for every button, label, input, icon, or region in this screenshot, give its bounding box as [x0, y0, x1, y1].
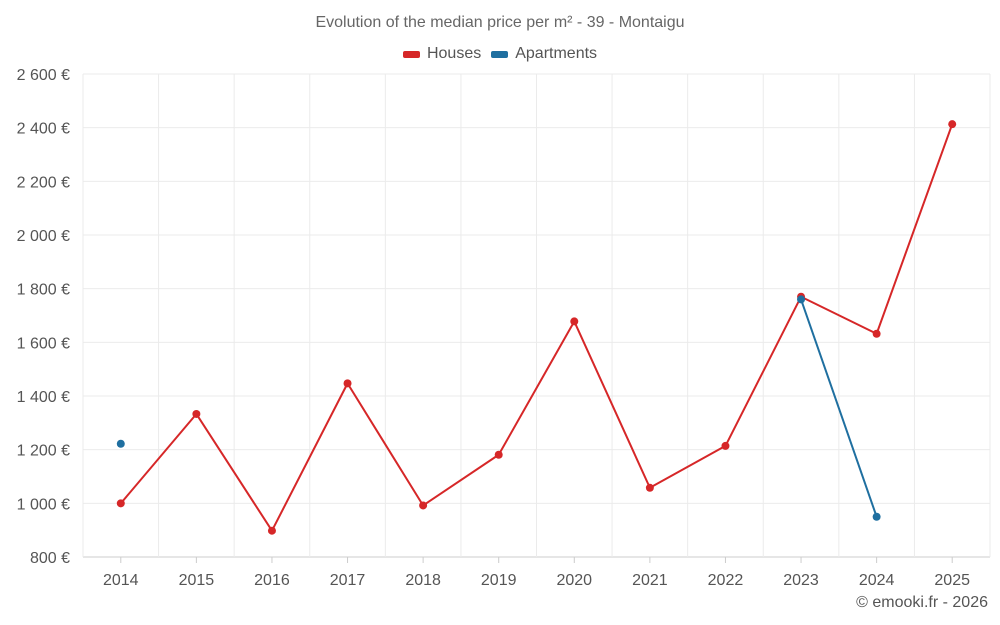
- data-point-houses: [343, 379, 352, 388]
- data-point-houses: [645, 483, 654, 492]
- x-tick-label: 2021: [632, 572, 668, 589]
- x-tick-label: 2014: [103, 572, 139, 589]
- data-point-apartments: [797, 295, 806, 304]
- data-point-houses: [116, 499, 125, 508]
- x-tick-label: 2019: [481, 572, 517, 589]
- y-tick-label: 2 000 €: [17, 228, 70, 245]
- x-tick-label: 2018: [405, 572, 441, 589]
- y-tick-label: 2 600 €: [17, 67, 70, 84]
- x-tick-label: 2015: [179, 572, 215, 589]
- data-point-houses: [419, 501, 428, 510]
- legend-label-houses: Houses: [426, 45, 482, 62]
- data-point-houses: [721, 441, 730, 450]
- x-tick-label: 2017: [330, 572, 366, 589]
- y-tick-label: 1 800 €: [17, 282, 70, 299]
- data-point-houses: [192, 409, 201, 418]
- series-line-houses: [120, 123, 954, 532]
- legend-swatch-houses: [402, 50, 420, 58]
- chart-title: Evolution of the median price per m² - 3…: [315, 14, 685, 31]
- credit: © emooki.fr - 2026: [856, 594, 988, 611]
- data-point-apartments: [872, 512, 881, 521]
- y-tick-label: 2 200 €: [17, 174, 70, 191]
- x-tick-label: 2022: [708, 572, 744, 589]
- legend-label-apartments: Apartments: [515, 45, 598, 62]
- x-tick-label: 2016: [254, 572, 290, 589]
- data-point-houses: [872, 329, 881, 338]
- data-point-houses: [494, 450, 503, 459]
- series-line-apartments: [800, 299, 878, 518]
- y-tick-label: 1 600 €: [17, 335, 70, 352]
- y-tick-label: 1 000 €: [17, 496, 70, 513]
- legend-swatch-apartments: [491, 50, 509, 58]
- y-tick-label: 2 400 €: [17, 121, 70, 138]
- legend: Houses Apartments: [0, 45, 1000, 63]
- x-tick-label: 2020: [556, 572, 592, 589]
- x-tick-label: 2025: [934, 572, 970, 589]
- y-tick-label: 1 400 €: [17, 389, 70, 406]
- x-tick-label: 2023: [783, 572, 819, 589]
- data-point-apartments: [116, 439, 125, 448]
- x-tick-label: 2024: [859, 572, 895, 589]
- y-tick-label: 800 €: [30, 550, 70, 567]
- data-point-houses: [570, 317, 579, 326]
- legend-item-houses[interactable]: Houses: [402, 45, 482, 63]
- legend-item-apartments[interactable]: Apartments: [491, 45, 597, 63]
- data-point-houses: [267, 526, 276, 535]
- data-point-houses: [948, 120, 957, 129]
- y-tick-label: 1 200 €: [17, 443, 70, 460]
